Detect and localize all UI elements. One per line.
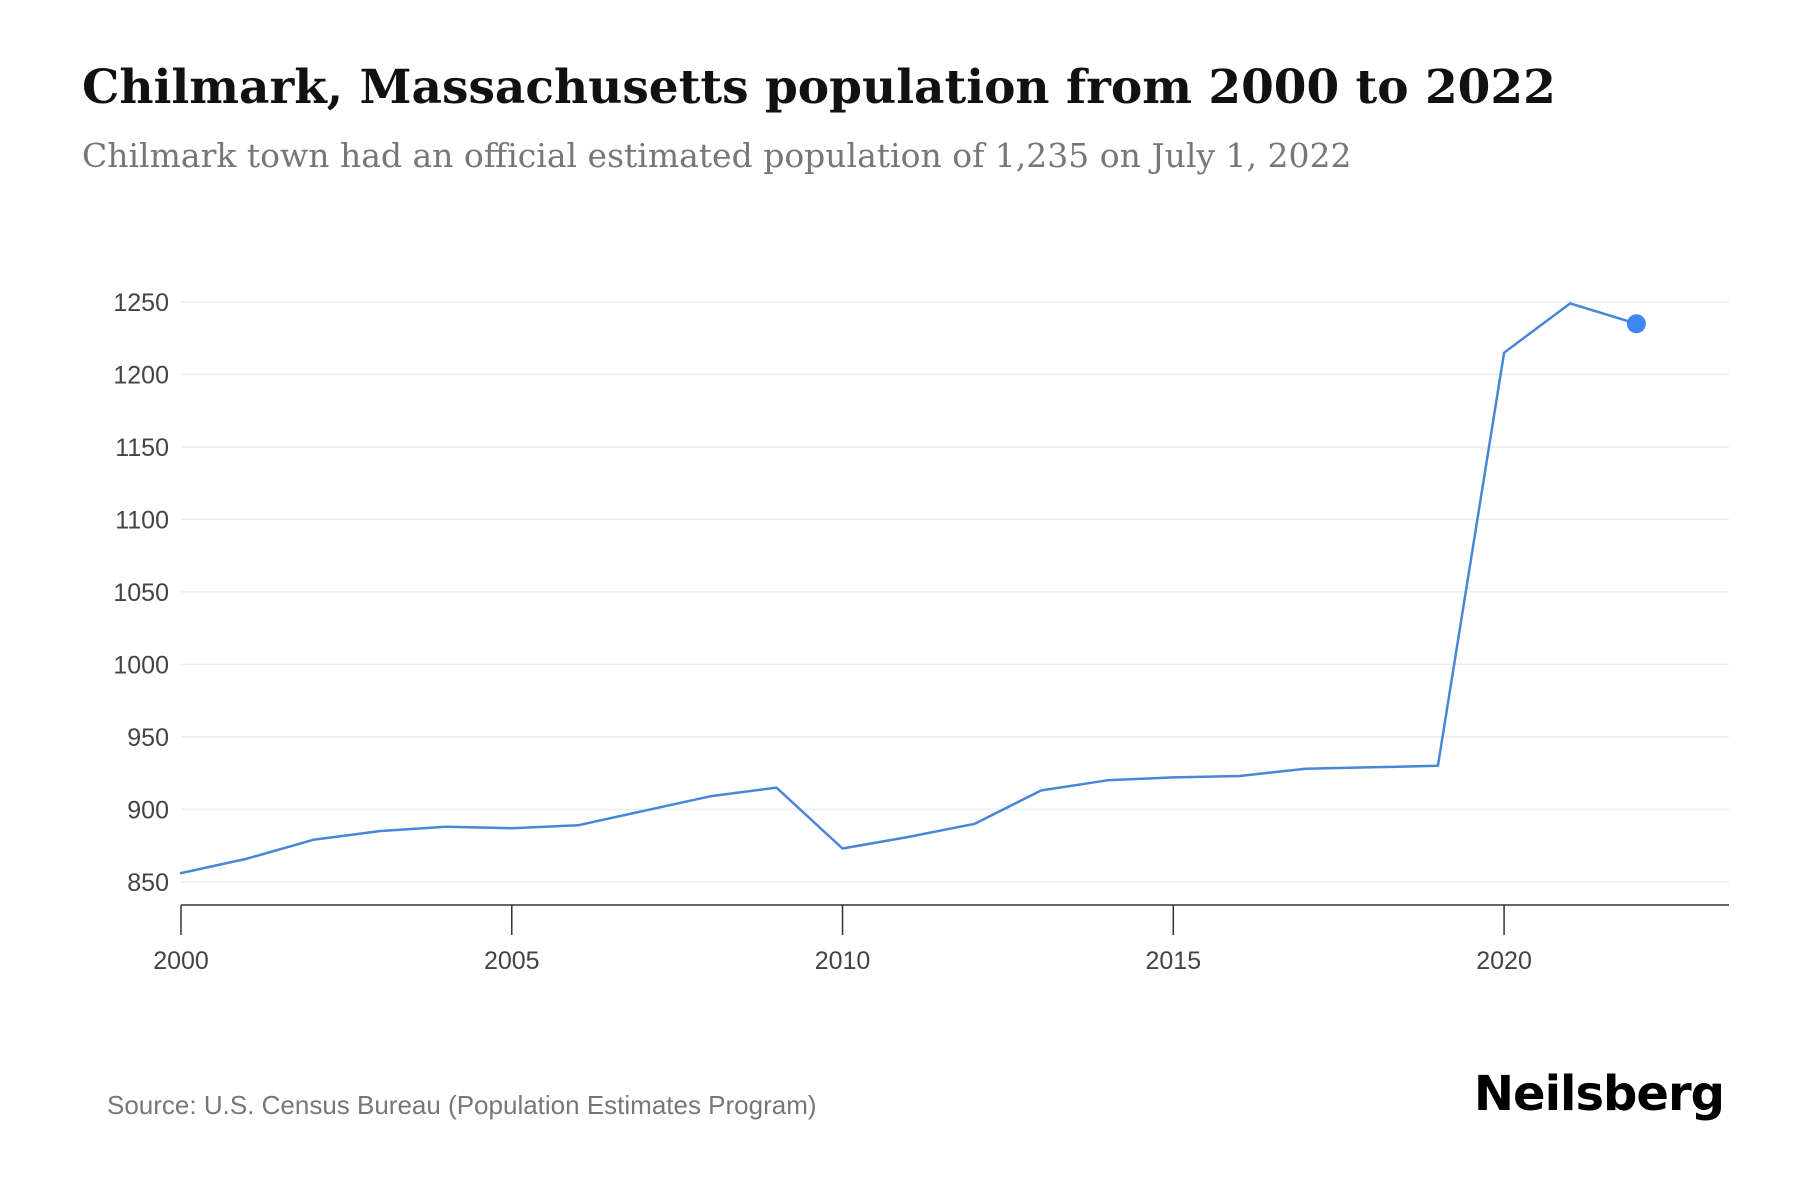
y-tick-label-1000: 1000 bbox=[113, 651, 169, 679]
page-title: Chilmark, Massachusetts population from … bbox=[82, 60, 1556, 115]
neilsberg-logo: Neilsberg bbox=[1473, 1066, 1725, 1122]
y-axis-tick-labels: 850 900 950 1000 1050 1100 1150 1200 1250 bbox=[113, 289, 169, 897]
y-tick-label-900: 900 bbox=[127, 796, 169, 824]
x-axis bbox=[180, 904, 1729, 935]
x-tick-label-2005: 2005 bbox=[484, 947, 540, 975]
y-tick-label-950: 950 bbox=[127, 724, 169, 752]
y-tick-label-1150: 1150 bbox=[115, 434, 169, 462]
population-series bbox=[179, 302, 1646, 875]
y-tick-label-1250: 1250 bbox=[113, 289, 169, 317]
x-axis-tick-labels: 2000 2005 2010 2015 2020 bbox=[153, 947, 1532, 975]
x-tick-label-2015: 2015 bbox=[1145, 947, 1201, 975]
x-tick-label-2020: 2020 bbox=[1476, 947, 1532, 975]
y-tick-label-850: 850 bbox=[127, 869, 169, 897]
y-tick-label-1200: 1200 bbox=[113, 361, 169, 389]
page-subtitle: Chilmark town had an official estimated … bbox=[82, 136, 1352, 175]
last-data-point-marker bbox=[1626, 314, 1646, 334]
x-tick-label-2000: 2000 bbox=[153, 947, 209, 975]
population-line bbox=[179, 302, 1638, 875]
x-tick-label-2010: 2010 bbox=[815, 947, 871, 975]
y-tick-label-1100: 1100 bbox=[115, 506, 169, 534]
y-tick-label-1050: 1050 bbox=[113, 579, 169, 607]
gridlines bbox=[181, 301, 1729, 883]
source-note: Source: U.S. Census Bureau (Population E… bbox=[107, 1090, 817, 1120]
